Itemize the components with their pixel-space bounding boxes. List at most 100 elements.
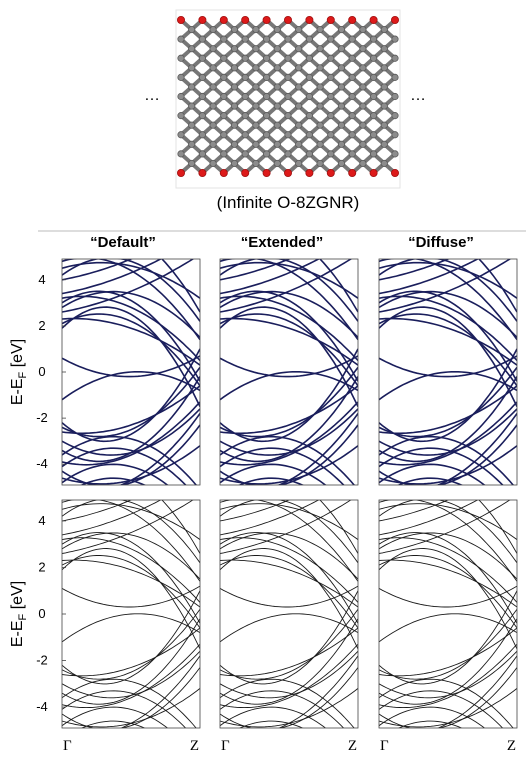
band-line <box>220 590 358 685</box>
band-line <box>379 613 517 643</box>
carbon-atom <box>391 92 399 101</box>
carbon-atom <box>220 150 228 158</box>
band-line <box>379 385 517 435</box>
carbon-atom <box>252 45 260 53</box>
carbon-atom <box>230 25 239 34</box>
carbon-atom <box>188 64 196 72</box>
band-line <box>379 401 517 466</box>
carbon-atom <box>188 140 196 148</box>
band-line <box>62 317 200 366</box>
oxygen-atom <box>348 15 357 24</box>
carbon-atom <box>273 159 281 168</box>
band-line <box>220 447 345 485</box>
band-line <box>379 609 517 680</box>
carbon-atom <box>209 83 217 91</box>
band-line <box>397 477 464 485</box>
carbon-atom <box>380 102 388 110</box>
band-line <box>379 503 517 540</box>
band-line <box>379 618 517 705</box>
band-line <box>477 259 517 313</box>
oxygen-atom <box>198 15 207 24</box>
band-line <box>220 408 358 456</box>
carbon-atom <box>359 159 367 168</box>
carbon-atom <box>327 35 335 43</box>
carbon-atom <box>337 25 346 34</box>
band-line <box>379 650 517 699</box>
carbon-atom <box>220 131 228 139</box>
band-line <box>62 290 200 382</box>
band-line <box>220 500 358 564</box>
band-line <box>220 366 358 438</box>
carbon-atom <box>348 35 356 43</box>
carbon-atom <box>188 102 196 110</box>
band-line <box>238 477 305 485</box>
carbon-atom <box>262 54 271 62</box>
band-line <box>62 261 200 299</box>
carbon-atom <box>295 140 303 148</box>
band-line <box>62 463 169 485</box>
band-line <box>62 559 200 608</box>
carbon-atom <box>220 54 228 62</box>
band-line <box>379 435 515 485</box>
band-line <box>220 618 358 705</box>
band-line <box>220 355 358 378</box>
band-line <box>220 532 358 624</box>
y-tick-label: -2 <box>36 410 48 425</box>
band-line <box>220 259 358 322</box>
carbon-atom <box>198 112 206 120</box>
carbon-atom <box>209 25 217 34</box>
y-tick-label: -4 <box>36 699 48 714</box>
column-title-default: “Default” <box>90 234 156 251</box>
band-line <box>62 643 200 709</box>
band-line <box>220 348 358 443</box>
carbon-atom <box>188 83 196 91</box>
carbon-atom <box>337 159 346 168</box>
band-line <box>220 463 327 485</box>
carbon-atom <box>337 45 346 53</box>
y-tick-label: 2 <box>38 559 45 574</box>
band-panel-top-3 <box>378 258 518 486</box>
carbon-atom <box>305 54 313 62</box>
band-line <box>62 590 200 685</box>
carbon-atom <box>359 102 367 110</box>
band-line <box>220 317 358 366</box>
carbon-atom <box>241 131 249 139</box>
carbon-atom <box>273 83 281 91</box>
carbon-atom <box>359 25 367 34</box>
column-title-diffuse: “Diffuse” <box>408 234 474 251</box>
carbon-atom <box>252 64 260 72</box>
kpoint-z-label: Z <box>190 738 199 754</box>
carbon-atom <box>380 140 388 148</box>
band-line <box>379 463 486 485</box>
oxygen-atom <box>176 15 185 24</box>
carbon-atom <box>230 121 239 129</box>
carbon-atom <box>391 150 399 158</box>
kpoint-gamma-label: Γ <box>63 738 72 754</box>
structure-caption: (Infinite O-8ZGNR) <box>217 193 360 212</box>
oxygen-atom <box>241 168 250 177</box>
carbon-atom <box>241 112 249 120</box>
band-line <box>220 585 358 608</box>
band-line <box>62 259 163 295</box>
oxygen-atom <box>262 168 271 177</box>
kpoint-gamma-label: Γ <box>221 738 230 754</box>
band-line <box>379 548 517 650</box>
band-line <box>62 609 200 680</box>
carbon-atom <box>391 54 399 62</box>
oxygen-atom <box>198 168 207 177</box>
band-line <box>220 371 358 401</box>
carbon-atom <box>220 73 228 81</box>
carbon-atom <box>380 45 388 53</box>
oxygen-atom <box>283 15 292 24</box>
oxygen-atom <box>219 15 228 24</box>
band-line <box>80 477 147 485</box>
band-line <box>379 306 517 407</box>
band-line <box>62 385 200 435</box>
band-line <box>379 313 517 387</box>
band-line <box>62 650 200 699</box>
carbon-atom <box>230 45 239 53</box>
carbon-atom <box>391 112 399 120</box>
band-line <box>379 366 517 438</box>
band-line <box>379 259 517 322</box>
carbon-atom <box>380 83 388 91</box>
